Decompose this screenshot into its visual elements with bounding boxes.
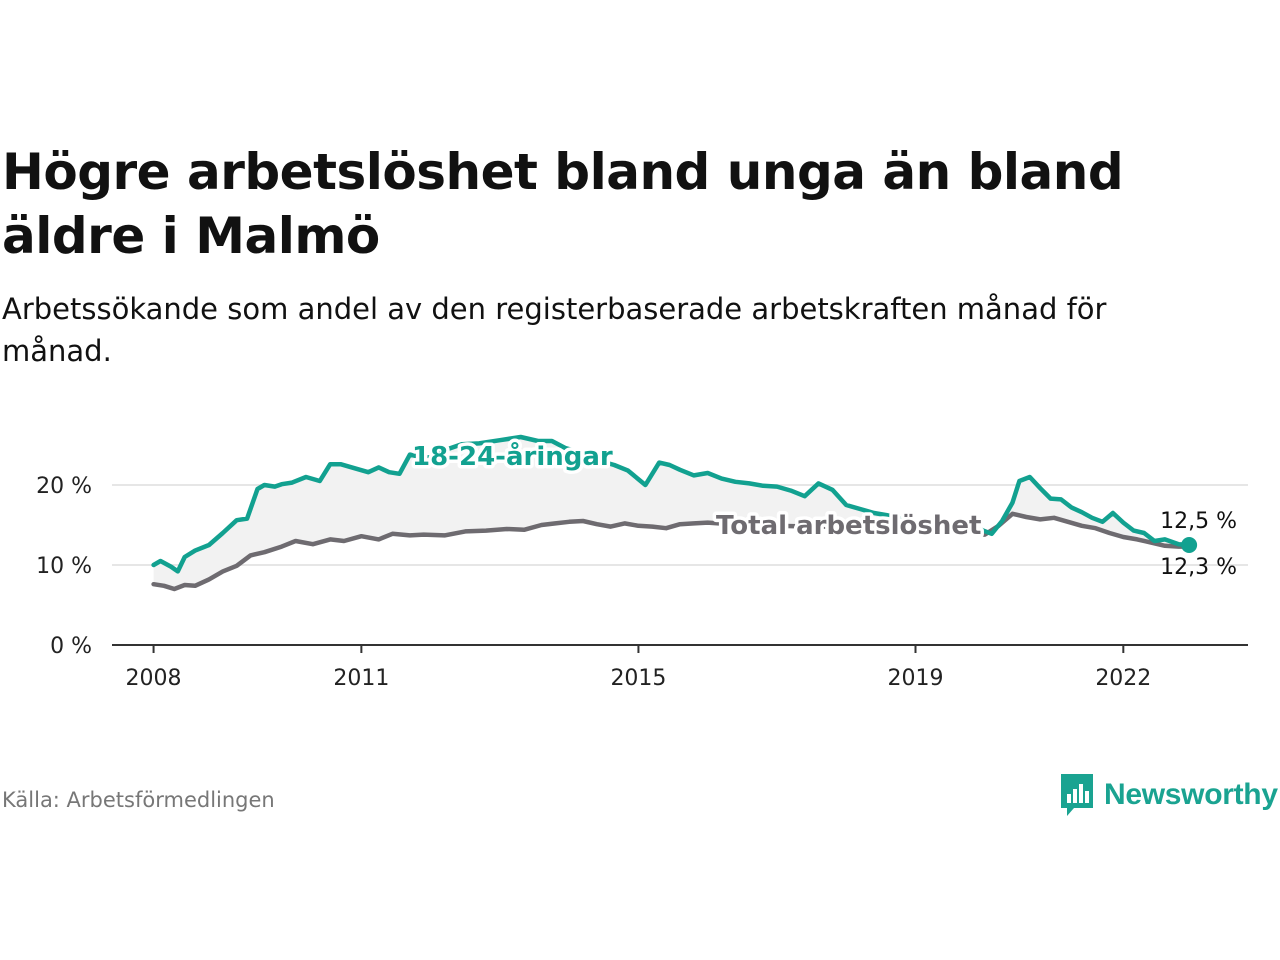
series-end-dot-youth — [1181, 537, 1198, 553]
series-line-total — [151, 511, 1192, 592]
chart-subtitle: Arbetssökande som andel av den registerb… — [2, 292, 1107, 368]
x-tick-label: 2022 — [1095, 666, 1151, 691]
x-tick-label: 2015 — [610, 666, 666, 691]
series-label-total: Total arbetslöshet — [716, 511, 981, 541]
x-axis-ticks: 2008 2011 2015 2019 2022 — [126, 645, 1151, 691]
y-axis-ticks: 0 % 10 % 20 % — [36, 474, 92, 659]
brand-name: Newsworthy — [1104, 778, 1278, 811]
end-value-total: 12,3 % — [1160, 555, 1237, 580]
series-line-youth — [151, 434, 1192, 574]
x-tick-label: 2008 — [126, 666, 182, 691]
y-tick-label: 20 % — [36, 474, 92, 499]
series-label-youth: 18-24-åringar — [412, 440, 613, 472]
x-tick-label: 2019 — [888, 666, 944, 691]
chart-title: Högre arbetslöshet bland unga än bland ä… — [2, 143, 1124, 265]
newsworthy-logo: Newsworthy — [1058, 772, 1278, 818]
x-tick-label: 2011 — [333, 666, 389, 691]
y-tick-label: 10 % — [36, 554, 92, 579]
y-tick-label: 0 % — [50, 634, 92, 659]
gap-band — [153, 437, 1190, 589]
newsworthy-logo-icon — [1061, 774, 1093, 816]
source-note: Källa: Arbetsförmedlingen — [2, 788, 275, 812]
end-value-youth: 12,5 % — [1160, 509, 1237, 534]
line-chart: 0 % 10 % 20 % 2008 2011 2015 2019 2022 18-24-å… — [36, 434, 1248, 691]
